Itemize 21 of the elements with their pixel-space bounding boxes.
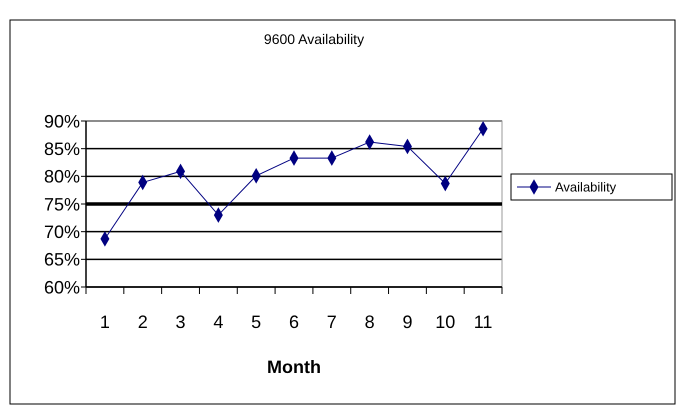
y-tick-label: 60%	[44, 277, 80, 298]
x-tick-label: 3	[176, 312, 186, 332]
y-tick-label: 75%	[44, 194, 80, 214]
x-tick-label: 11	[474, 312, 492, 332]
x-tick-label: 6	[288, 312, 300, 332]
x-tick-label: 10	[435, 312, 456, 332]
y-tick-label: 90%	[44, 111, 80, 132]
y-tick-label: 65%	[44, 250, 80, 270]
x-tick-label: 7	[326, 312, 337, 332]
x-tick-label: 9	[402, 312, 412, 332]
y-tick-label: 70%	[44, 222, 80, 242]
chart-title: 9600 Availability	[264, 31, 364, 47]
x-tick-label: 5	[251, 312, 262, 332]
x-tick-label: 2	[138, 312, 148, 332]
y-tick-label: 80%	[44, 166, 80, 187]
x-tick-label: 1	[100, 312, 110, 332]
x-tick-label: 4	[213, 312, 224, 332]
x-tick-label: 8	[364, 312, 375, 332]
legend-label: Availability	[555, 180, 617, 195]
x-axis-title: Month	[267, 357, 321, 377]
y-tick-label: 85%	[44, 138, 80, 159]
